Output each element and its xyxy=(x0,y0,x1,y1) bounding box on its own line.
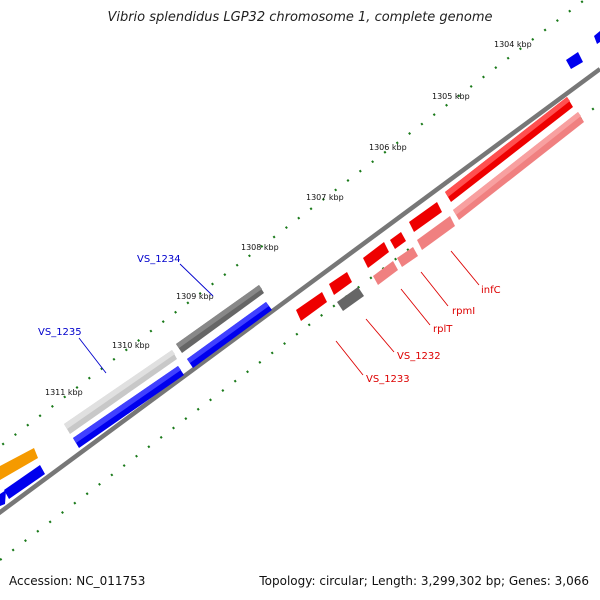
gene-label[interactable]: rplT xyxy=(433,324,453,335)
gene-vs-1235-bevel xyxy=(73,366,181,443)
backbone xyxy=(0,67,600,516)
genome-summary: Topology: circular; Length: 3,299,302 bp… xyxy=(259,574,589,588)
tick-label: 1308 kbp xyxy=(241,243,279,252)
gene-vs-1235-pseudo-bevel xyxy=(64,350,175,429)
gene-orange[interactable] xyxy=(0,448,38,480)
tick-label: 1311 kbp xyxy=(45,388,83,397)
tick-label: 1304 kbp xyxy=(494,40,532,49)
gene-vs-1234-pseudo-bevel xyxy=(176,285,262,348)
gene-vs-1233-a[interactable] xyxy=(329,272,352,295)
accession-text: Accession: NC_011753 xyxy=(9,574,146,588)
gene-red-left[interactable] xyxy=(296,292,327,321)
label-leaders xyxy=(78,250,480,376)
gene-vs-1234-bevel xyxy=(187,302,269,363)
tick-labels: 1304 kbp 1305 kbp 1306 kbp 1307 kbp 1308 kbp… xyxy=(45,40,532,397)
gene-rplt-a[interactable] xyxy=(390,232,406,249)
tick-label: 1309 kbp xyxy=(176,292,214,301)
gene-label[interactable]: VS_1234 xyxy=(137,254,181,265)
gene-rpmi-b[interactable] xyxy=(417,216,455,250)
gene-blue-top-edge[interactable] xyxy=(594,31,600,44)
gene-label[interactable]: VS_1233 xyxy=(366,374,410,385)
forward-genes xyxy=(0,31,600,506)
gene-vs-1233-gray[interactable] xyxy=(337,287,364,311)
gene-label[interactable]: VS_1235 xyxy=(38,327,82,338)
gene-blue-top-right[interactable] xyxy=(566,52,583,69)
gene-rplt-b[interactable] xyxy=(397,247,418,267)
gene-labels: VS_1234 VS_1235 infC rpmI rplT VS_1232 VS_1233 xyxy=(38,254,501,385)
forward-tick-row xyxy=(0,0,587,448)
tick-label: 1307 kbp xyxy=(306,193,344,202)
tick-label: 1305 kbp xyxy=(432,92,470,101)
gene-rpmi-a[interactable] xyxy=(409,202,442,232)
gene-vs-1232-b[interactable] xyxy=(373,261,398,285)
gene-blue-left-a[interactable] xyxy=(4,465,45,499)
gene-infc-b-bevel xyxy=(453,112,581,215)
tick-label: 1306 kbp xyxy=(369,143,407,152)
map-title: Vibrio splendidus LGP32 chromosome 1, co… xyxy=(107,10,493,25)
gene-label[interactable]: VS_1232 xyxy=(397,351,441,362)
gene-vs-1232-a[interactable] xyxy=(363,242,389,268)
gene-infc-a-bevel xyxy=(445,97,570,197)
tick-label: 1310 kbp xyxy=(112,341,150,350)
gene-blue-left-b[interactable] xyxy=(0,490,6,506)
gene-label[interactable]: rpmI xyxy=(452,306,475,317)
reverse-genes xyxy=(296,97,584,321)
gene-label[interactable]: infC xyxy=(481,285,501,296)
